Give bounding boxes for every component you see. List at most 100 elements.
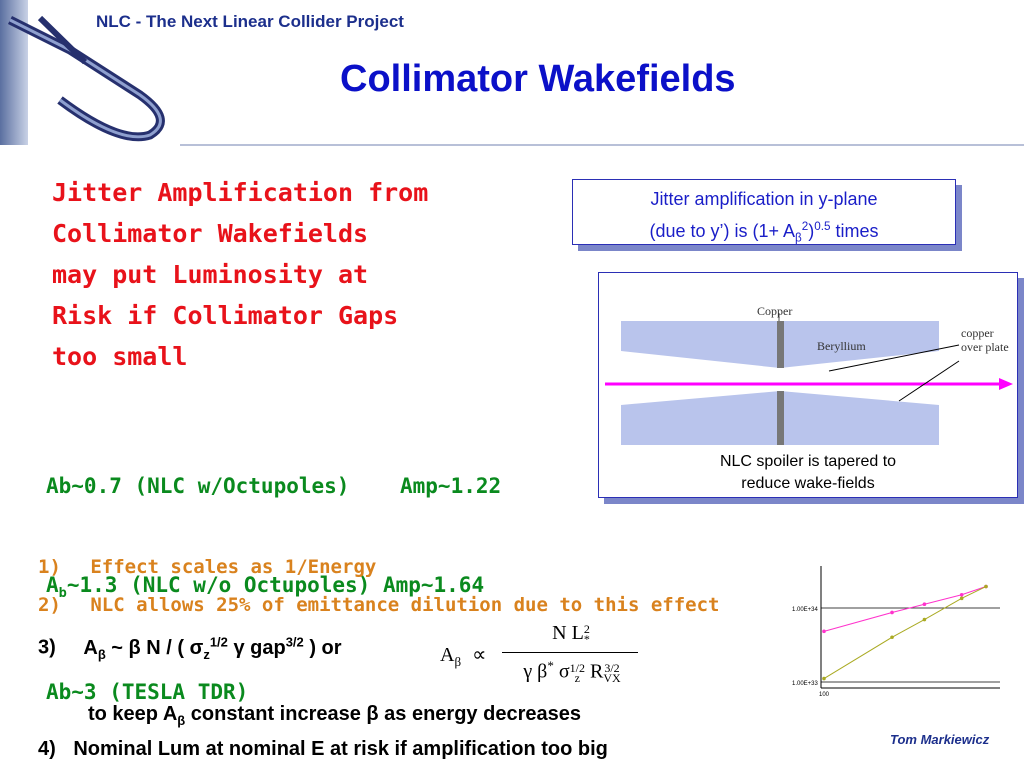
p3-a: A bbox=[83, 636, 98, 659]
upper-copper-block bbox=[777, 321, 784, 368]
point-3: 3) Aβ ~ β N / ( σz1/2 γ gap3/2 ) or bbox=[38, 634, 342, 662]
amp-line-2: (due to y’) is (1+ Aβ2)0.5 times bbox=[573, 213, 955, 252]
formula-sigma-sup: 1/2 bbox=[569, 661, 585, 676]
jitter-line: Risk if Collimator Gaps bbox=[52, 301, 399, 330]
caption-line-1: NLC spoiler is tapered to bbox=[719, 453, 897, 470]
formula-sigma-sub: z bbox=[574, 671, 580, 686]
overplate-pointer-lower bbox=[898, 360, 960, 402]
p3b-prefix: to keep A bbox=[88, 703, 178, 725]
plot-point bbox=[822, 629, 826, 634]
diagram-caption: NLC spoiler is tapered to reduce wake-fi… bbox=[599, 451, 1017, 495]
formula-num-scripts: 2 * bbox=[583, 622, 590, 647]
plot-point bbox=[822, 676, 826, 681]
slide-title: Collimator Wakefields bbox=[340, 58, 736, 100]
amp-suffix: times bbox=[830, 221, 879, 241]
amp-line-1: Jitter amplification in y-plane bbox=[650, 189, 878, 209]
ab-row-2-a: A bbox=[46, 573, 59, 597]
jitter-statement: Jitter Amplification from Collimator Wak… bbox=[52, 172, 492, 377]
formula-den-r: R bbox=[589, 660, 604, 683]
formula-a-sub: β bbox=[454, 654, 462, 669]
amp-sub: β bbox=[795, 231, 802, 245]
p3-half-sup: 1/2 bbox=[209, 634, 228, 649]
p3-32-sup: 3/2 bbox=[285, 634, 304, 649]
formula-num-sub: * bbox=[583, 632, 590, 647]
formula-r-scripts: 3/2 VX bbox=[603, 662, 621, 686]
formula-sigma-scripts: 1/2 z bbox=[569, 661, 585, 686]
ab-row-2: Ab~1.3 (NLC w/o Octupoles) Amp~1.64 bbox=[46, 569, 501, 610]
jitter-line: too small bbox=[52, 342, 188, 371]
plot-point bbox=[984, 584, 988, 589]
point-2: 2) NLC allows 25% of emittance dilution … bbox=[38, 594, 720, 616]
formula-numerator: N L 2 * bbox=[506, 622, 636, 645]
amp-sup: 2 bbox=[801, 220, 809, 233]
label-overplate-2: over plate bbox=[961, 340, 1009, 354]
amplification-box: Jitter amplification in y-plane (due to … bbox=[572, 179, 956, 245]
p3-end: ) or bbox=[303, 636, 342, 659]
p3-mid: ~ β N / ( σ bbox=[105, 636, 204, 659]
plot-y-tick-top: 1.00E+34 bbox=[792, 607, 819, 613]
label-beryllium: Beryllium bbox=[817, 339, 866, 353]
formula-lhs: Aβ ∝ bbox=[440, 642, 486, 670]
point-4: 4) Nominal Lum at nominal E at risk if a… bbox=[38, 738, 608, 761]
luminosity-mini-plot: 1.00E+34 1.00E+33 100 bbox=[792, 566, 1000, 698]
plot-point bbox=[890, 635, 894, 640]
formula-num-n: N L bbox=[552, 622, 584, 644]
point-2-number: 2) bbox=[38, 594, 61, 616]
spoiler-diagram-box: Copper Beryllium copper over plate NLC s… bbox=[598, 272, 1018, 498]
point-1-text: Effect scales as 1/Energy bbox=[90, 556, 377, 578]
point-1-number: 1) bbox=[38, 556, 61, 578]
point-3-continuation: to keep Aβ constant increase β as energy… bbox=[88, 703, 581, 728]
ab-row-2-rest: ~1.3 (NLC w/o Octupoles) Amp~1.64 bbox=[66, 573, 485, 597]
point-1: 1) Effect scales as 1/Energy bbox=[38, 556, 376, 578]
ab-list: Ab~0.7 (NLC w/Octupoles) Amp~1.22 Ab~1.3… bbox=[46, 404, 501, 742]
plot-point bbox=[922, 617, 927, 622]
spoiler-diagram: Copper Beryllium copper over plate bbox=[605, 304, 1013, 445]
org-title: NLC - The Next Linear Collider Project bbox=[96, 12, 404, 31]
jitter-line: Collimator Wakefields bbox=[52, 219, 369, 248]
plot-series-group bbox=[822, 584, 988, 681]
jitter-line: Jitter Amplification from bbox=[52, 178, 429, 207]
plot-x-tick: 100 bbox=[819, 692, 830, 698]
ab-row-3: Ab~3 (TESLA TDR) bbox=[46, 680, 249, 705]
lower-copper-block bbox=[777, 391, 784, 445]
label-copper: Copper bbox=[757, 304, 792, 318]
point-4-number: 4) bbox=[38, 738, 56, 760]
p3-gamma: γ gap bbox=[227, 636, 286, 659]
ab-row-2-sub: b bbox=[58, 585, 67, 602]
plot-point bbox=[959, 592, 964, 597]
formula-num-sup: 2 bbox=[583, 622, 590, 637]
author-name: Tom Markiewicz bbox=[890, 732, 990, 747]
label-overplate-1: copper bbox=[961, 326, 994, 340]
beam-arrowhead bbox=[999, 378, 1013, 390]
formula-a: A bbox=[440, 644, 455, 666]
ab-row-1: Ab~0.7 (NLC w/Octupoles) Amp~1.22 bbox=[46, 474, 502, 498]
formula-r-sub: VX bbox=[603, 671, 621, 686]
formula-den-star: * bbox=[547, 658, 554, 673]
amp-text: (due to y’) is (1+ A bbox=[649, 221, 796, 241]
header-rule bbox=[180, 144, 1024, 146]
p3-beta-sub: β bbox=[97, 646, 106, 662]
nlc-logo bbox=[7, 15, 165, 142]
plot-point bbox=[959, 596, 964, 601]
plot-y-tick-bottom: 1.00E+33 bbox=[792, 681, 819, 687]
plot-series-line bbox=[823, 586, 987, 679]
plot-point bbox=[922, 602, 927, 607]
formula-den-sigma: σ bbox=[558, 660, 570, 683]
formula-fraction-bar bbox=[502, 652, 638, 653]
p3b-suffix: constant increase β as energy decreases bbox=[185, 703, 581, 725]
p3b-sub: β bbox=[177, 713, 186, 728]
point-3-number: 3) bbox=[38, 636, 56, 659]
formula-denominator: γ β* σ 1/2 z R 3/2 VX bbox=[502, 658, 642, 684]
overplate-pointer-upper bbox=[828, 344, 960, 372]
amplification-formula: Aβ ∝ N L 2 * γ β* σ 1/2 z R 3/2 VX bbox=[440, 622, 640, 694]
formula-den-gamma: γ β bbox=[523, 660, 548, 683]
caption-line-2: reduce wake-fields bbox=[741, 475, 875, 492]
p3-z-sub: z bbox=[203, 646, 210, 662]
plot-point bbox=[890, 610, 894, 615]
point-4-text: Nominal Lum at nominal E at risk if ampl… bbox=[73, 738, 608, 760]
formula-prop: ∝ bbox=[472, 644, 487, 666]
amp-power: 0.5 bbox=[814, 220, 831, 233]
point-2-text: NLC allows 25% of emittance dilution due… bbox=[90, 594, 720, 616]
amp-close: ) bbox=[808, 221, 815, 241]
point-3-text: Aβ ~ β N / ( σz1/2 γ gap3/2 ) or bbox=[83, 634, 342, 662]
